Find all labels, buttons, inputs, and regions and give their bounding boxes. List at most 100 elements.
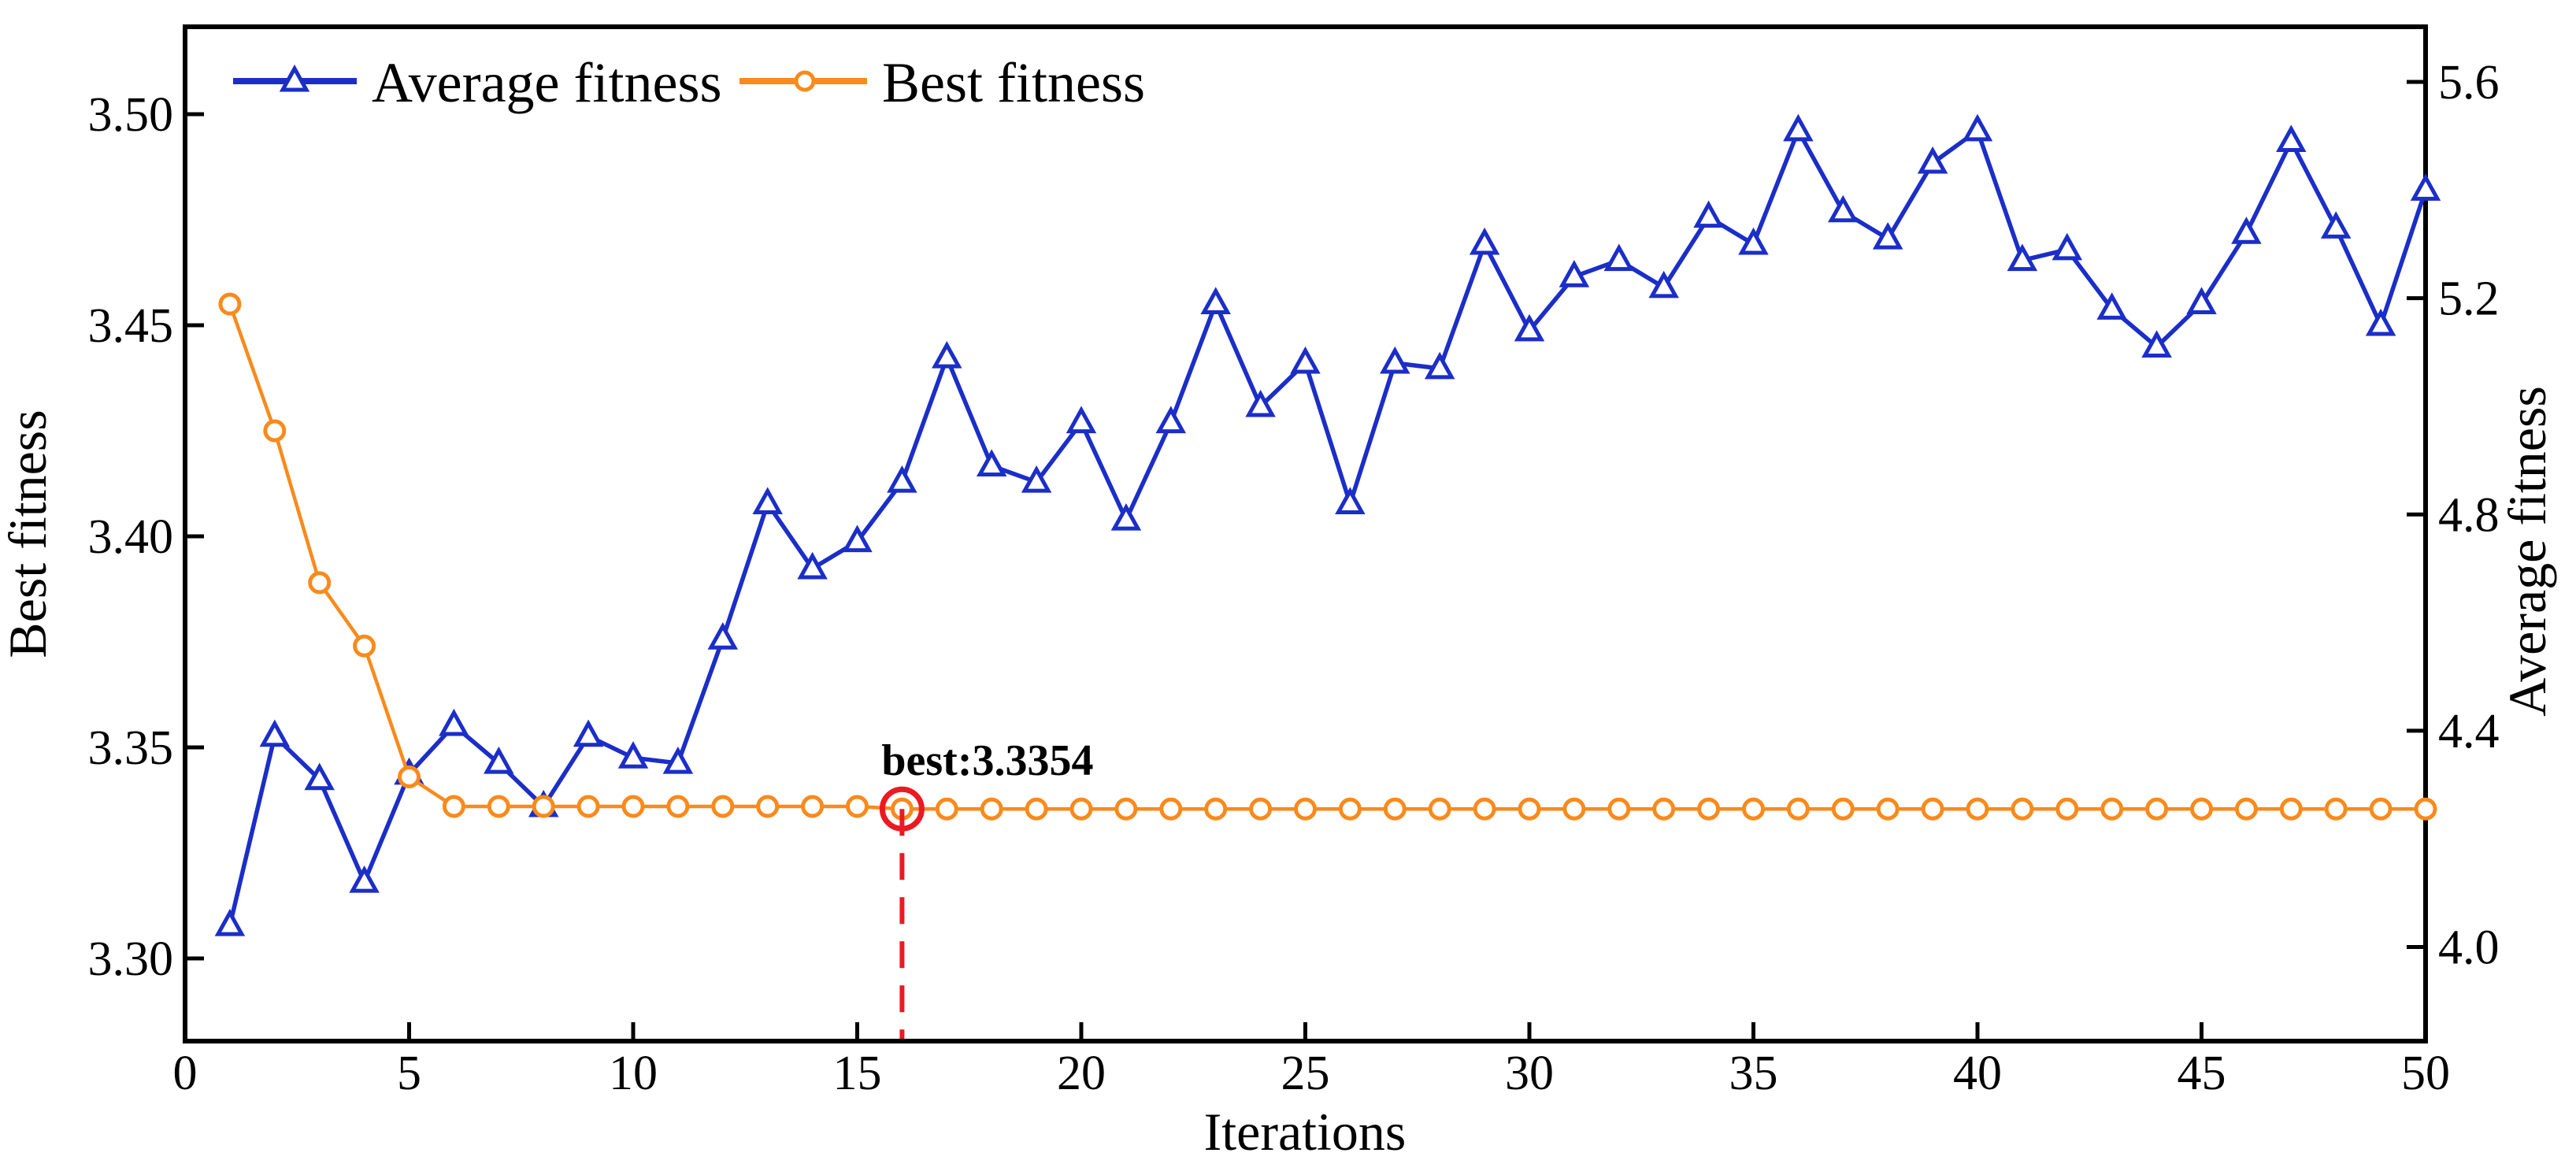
best-fitness-marker xyxy=(935,797,958,821)
average-fitness-marker xyxy=(484,746,514,774)
average-fitness-marker xyxy=(1066,406,1097,434)
average-fitness-marker xyxy=(1559,260,1590,287)
best-fitness-line xyxy=(228,303,2426,811)
best-fitness-marker xyxy=(1249,797,1273,821)
average-fitness-marker xyxy=(1917,146,1948,174)
best-fitness-marker xyxy=(1786,797,1810,821)
x-tick-label: 5 xyxy=(397,1047,421,1100)
best-fitness-marker xyxy=(666,795,690,818)
average-fitness-marker xyxy=(976,449,1007,476)
best-fitness-marker xyxy=(2324,797,2348,821)
best-fitness-marker xyxy=(218,292,242,316)
average-fitness-marker xyxy=(2186,287,2217,315)
best-fitness-marker xyxy=(2414,797,2437,821)
best-fitness-marker xyxy=(621,795,645,818)
best-fitness-marker xyxy=(846,795,869,818)
average-fitness-marker xyxy=(707,622,739,650)
x-tick-label: 30 xyxy=(1505,1047,1554,1100)
left-tick-label: 3.30 xyxy=(88,932,174,986)
left-tick-label: 3.45 xyxy=(88,299,174,353)
average-fitness-marker xyxy=(439,708,469,736)
best-fitness-marker xyxy=(1697,797,1721,821)
x-tick-label: 40 xyxy=(1953,1047,2002,1100)
average-fitness-marker xyxy=(1424,351,1455,380)
best-fitness-marker xyxy=(2055,797,2079,821)
right-tick-label: 4.8 xyxy=(2438,488,2500,542)
best-fitness-marker xyxy=(2011,797,2034,821)
average-fitness-marker xyxy=(1469,227,1500,255)
best-fitness-marker xyxy=(801,795,825,818)
average-fitness-marker xyxy=(842,524,873,553)
average-fitness-marker xyxy=(797,551,828,580)
best-fitness-marker xyxy=(980,797,1003,821)
average-fitness-marker xyxy=(2141,330,2172,358)
average-fitness-marker xyxy=(1828,195,1859,223)
best-fitness-marker xyxy=(1114,797,1138,821)
average-fitness-marker xyxy=(1110,503,1142,531)
best-fitness-marker xyxy=(1294,797,1317,821)
average-fitness-marker xyxy=(2320,211,2352,239)
average-fitness-marker xyxy=(304,762,335,791)
best-fitness-marker xyxy=(1518,797,1541,821)
average-fitness-marker xyxy=(887,465,917,493)
x-axis-tick-labels: 0 5 10 15 20 25 30 35 40 45 50 xyxy=(173,1047,2451,1100)
average-fitness-marker xyxy=(1783,113,1814,142)
best-fitness-marker xyxy=(1921,797,1944,821)
best-annotation-label: best:3.3354 xyxy=(881,736,1093,785)
right-tick-label: 5.2 xyxy=(2438,272,2500,326)
best-fitness-marker xyxy=(263,419,287,443)
best-fitness-marker xyxy=(1383,797,1407,821)
best-fitness-marker xyxy=(1652,797,1676,821)
best-fitness-marker xyxy=(2100,797,2124,821)
average-fitness-marker xyxy=(662,746,694,774)
x-axis-ticks xyxy=(183,1022,2428,1041)
x-tick-label: 25 xyxy=(1281,1047,1330,1100)
best-fitness-marker xyxy=(756,795,780,818)
left-axis-tick-labels: 3.30 3.35 3.40 3.45 3.50 xyxy=(88,88,174,986)
best-fitness-marker xyxy=(2145,797,2169,821)
right-tick-label: 4.0 xyxy=(2438,921,2500,975)
best-fitness-marker xyxy=(1831,797,1855,821)
best-fitness-marker xyxy=(1025,797,1048,821)
best-fitness-marker xyxy=(2234,797,2258,821)
best-point-annotation xyxy=(879,786,925,1039)
average-fitness-marker xyxy=(617,741,649,769)
best-fitness-marker xyxy=(2190,797,2213,821)
average-fitness-marker xyxy=(1290,346,1321,374)
average-fitness-marker xyxy=(2052,232,2083,261)
left-tick-label: 3.35 xyxy=(88,721,174,775)
legend: Average fitness Best fitness xyxy=(233,51,1145,114)
best-fitness-marker xyxy=(1204,797,1228,821)
best-fitness-marker xyxy=(1338,797,1362,821)
left-axis-ticks xyxy=(185,112,204,961)
average-fitness-series xyxy=(214,113,2441,936)
x-tick-label: 50 xyxy=(2401,1047,2450,1100)
average-fitness-marker xyxy=(2231,217,2262,244)
right-tick-label: 4.4 xyxy=(2438,705,2500,758)
legend-average-triangle-icon xyxy=(279,64,310,92)
average-fitness-marker xyxy=(1872,221,1903,250)
best-fitness-marker xyxy=(398,765,421,788)
average-fitness-marker xyxy=(1962,113,1993,142)
legend-average-label: Average fitness xyxy=(372,51,721,114)
average-fitness-marker xyxy=(2365,308,2396,336)
plot-border xyxy=(183,24,2428,1043)
average-fitness-marker xyxy=(2276,124,2307,153)
legend-best-label: Best fitness xyxy=(882,51,1145,114)
best-fitness-marker xyxy=(711,795,735,818)
average-fitness-marker xyxy=(1200,287,1231,315)
best-fitness-marker xyxy=(1069,797,1093,821)
average-fitness-marker xyxy=(1245,389,1276,417)
average-fitness-marker xyxy=(1514,313,1545,342)
average-fitness-marker xyxy=(1155,406,1187,434)
best-fitness-marker xyxy=(308,571,332,595)
best-fitness-marker xyxy=(2279,797,2303,821)
x-tick-label: 20 xyxy=(1057,1047,1106,1100)
best-fitness-marker xyxy=(1607,797,1631,821)
average-fitness-marker xyxy=(2007,243,2038,272)
average-fitness-marker xyxy=(1603,243,1635,272)
right-tick-label: 5.6 xyxy=(2438,56,2500,109)
left-tick-label: 3.40 xyxy=(88,510,174,564)
best-fitness-marker xyxy=(1159,797,1183,821)
